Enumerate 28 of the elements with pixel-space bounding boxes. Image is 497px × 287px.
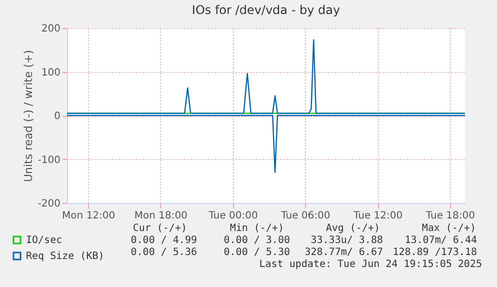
y-tick-label: 0 [54, 111, 60, 122]
text: Min (-/+) [230, 223, 284, 234]
text: 128.89 /173.18 [392, 247, 477, 258]
y-tick-label: 100 [41, 67, 60, 78]
x-tick-label: Mon 12:00 [62, 210, 116, 222]
text: Max (-/+) [422, 223, 476, 234]
text: 13.07m/ 6.44 [404, 235, 477, 246]
text: 0.00 / 5.36 [130, 247, 197, 258]
text: 0.00 / 4.99 [130, 235, 197, 246]
text: Cur (-/+) [132, 223, 187, 234]
x-tick-label: Tue 12:00 [352, 210, 403, 222]
text: Last update: Tue Jun 24 19:15:05 2025 [259, 259, 482, 270]
x-tick-label: Tue 00:00 [208, 210, 258, 222]
text: Avg (-/+) [326, 223, 380, 234]
legend-label: Req Size (KB) [26, 251, 104, 262]
chart-title: IOs for /dev/vda - by day [192, 3, 340, 17]
x-tick-label: Tue 18:00 [424, 210, 475, 222]
text: 328.77m/ 6.67 [304, 247, 383, 258]
x-tick-label: Tue 06:00 [280, 210, 330, 222]
y-axis-title: Units read (-) / write (+) [22, 50, 35, 182]
legend-label: IO/sec [26, 235, 62, 246]
y-tick-label: -200 [38, 198, 60, 210]
x-tick-label: Mon 18:00 [134, 210, 188, 222]
y-tick-label: 200 [41, 24, 60, 34]
y-tick-label: -100 [38, 154, 60, 166]
text: 0.00 / 3.00 [224, 235, 290, 246]
text: 0.00 / 5.30 [224, 247, 290, 258]
text: 33.33u/ 3.88 [310, 235, 383, 246]
